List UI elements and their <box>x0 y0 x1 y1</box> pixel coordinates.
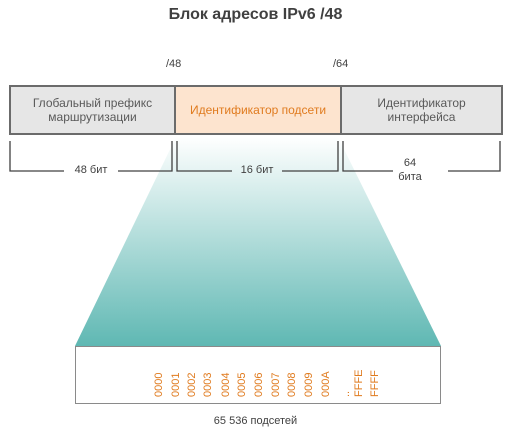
subnet-id-item: 0008 <box>286 372 298 397</box>
diagram-title: Блок адресов IPv6 /48 <box>168 6 343 23</box>
subnet-id-item: 0003 <box>202 372 214 397</box>
prefix-64-marker: /64 <box>333 58 349 70</box>
footer-subnet-count: 65 536 подсетей <box>213 415 298 427</box>
subnet-id-item: 0006 <box>253 372 265 397</box>
bits-64-unit: бита <box>398 171 422 183</box>
subnet-list-box <box>75 346 441 404</box>
bracket-64-bits <box>342 141 501 172</box>
subnet-id-item: 0000 <box>153 372 165 397</box>
segment-global-label: Глобальный префикс маршрутизации <box>32 96 153 124</box>
bracket-48-bits <box>9 141 173 172</box>
subnet-id-item: FFFE <box>353 369 365 398</box>
subnet-id-item: 0009 <box>303 372 315 397</box>
segment-subnet-label: Идентификатор подсети <box>189 103 327 117</box>
bracket-16-bits <box>176 141 339 172</box>
subnet-id-item: 0007 <box>270 372 282 397</box>
subnet-id-item: 0001 <box>170 372 182 397</box>
segment-interface-label: Идентификатор интерфейса <box>377 96 466 124</box>
bits-16-label: 16 бит <box>240 164 274 176</box>
subnet-id-item: 0005 <box>236 372 248 397</box>
subnet-id-item: FFFF <box>369 370 381 397</box>
segment-subnet-id: Идентификатор подсети <box>176 85 340 135</box>
subnet-id-item: 000A <box>320 371 332 397</box>
segment-global-routing-prefix: Глобальный префикс маршрутизации <box>9 85 176 135</box>
bits-64-number: 64 <box>403 157 417 169</box>
bits-48-label: 48 бит <box>74 164 108 176</box>
zoom-funnel <box>75 137 441 346</box>
prefix-48-marker: /48 <box>166 58 182 70</box>
subnet-id-item: 0004 <box>220 372 232 397</box>
segment-interface-id: Идентификатор интерфейса <box>340 85 503 135</box>
subnet-id-item: 0002 <box>186 372 198 397</box>
